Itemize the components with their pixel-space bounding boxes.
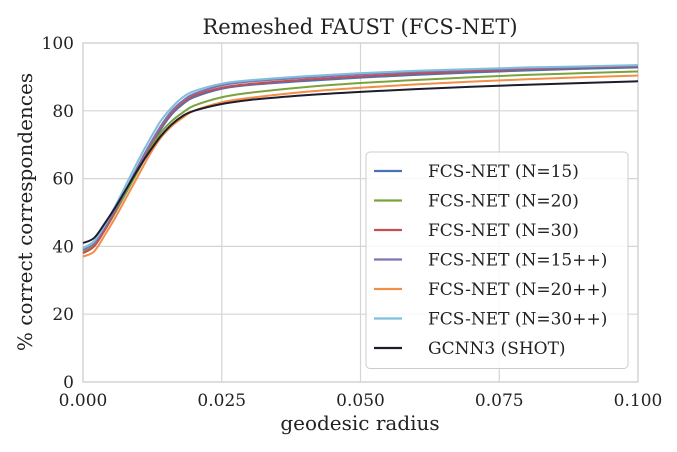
x-tick-label: 0.000 — [59, 391, 108, 411]
y-tick-label: 100 — [42, 34, 74, 54]
x-tick-label: 0.100 — [614, 391, 663, 411]
legend-label: FCS-NET (N=30) — [428, 221, 579, 241]
x-tick-label: 0.025 — [197, 391, 246, 411]
legend-label: GCNN3 (SHOT) — [428, 339, 566, 359]
tick-labels: 0.000 0.025 0.050 0.075 0.100 0 20 40 60 80 100 — [42, 34, 663, 411]
y-tick-label: 60 — [52, 170, 74, 190]
y-tick-label: 80 — [52, 102, 74, 122]
legend-box — [365, 151, 629, 369]
x-axis-label: geodesic radius — [280, 411, 439, 435]
legend-label: FCS-NET (N=20) — [428, 192, 579, 212]
legend-label: FCS-NET (N=15++) — [428, 251, 607, 271]
y-tick-label: 20 — [52, 305, 74, 325]
legend: FCS-NET (N=15) FCS-NET (N=20) FCS-NET (N=3… — [365, 151, 629, 369]
plot-frame — [82, 42, 639, 383]
series-line — [82, 64, 639, 249]
series-line — [82, 80, 639, 244]
legend-label: FCS-NET (N=30++) — [428, 310, 607, 330]
y-axis-label: % correct correspondences — [13, 73, 37, 351]
y-tick-label: 0 — [63, 373, 74, 393]
x-tick-label: 0.075 — [475, 391, 524, 411]
y-tick-label: 40 — [52, 237, 74, 257]
series-lines — [82, 64, 639, 258]
legend-label: FCS-NET (N=20++) — [428, 280, 607, 300]
legend-label: FCS-NET (N=15) — [428, 162, 579, 182]
x-tick-label: 0.050 — [336, 391, 385, 411]
chart-title: Remeshed FAUST (FCS-NET) — [202, 15, 517, 39]
